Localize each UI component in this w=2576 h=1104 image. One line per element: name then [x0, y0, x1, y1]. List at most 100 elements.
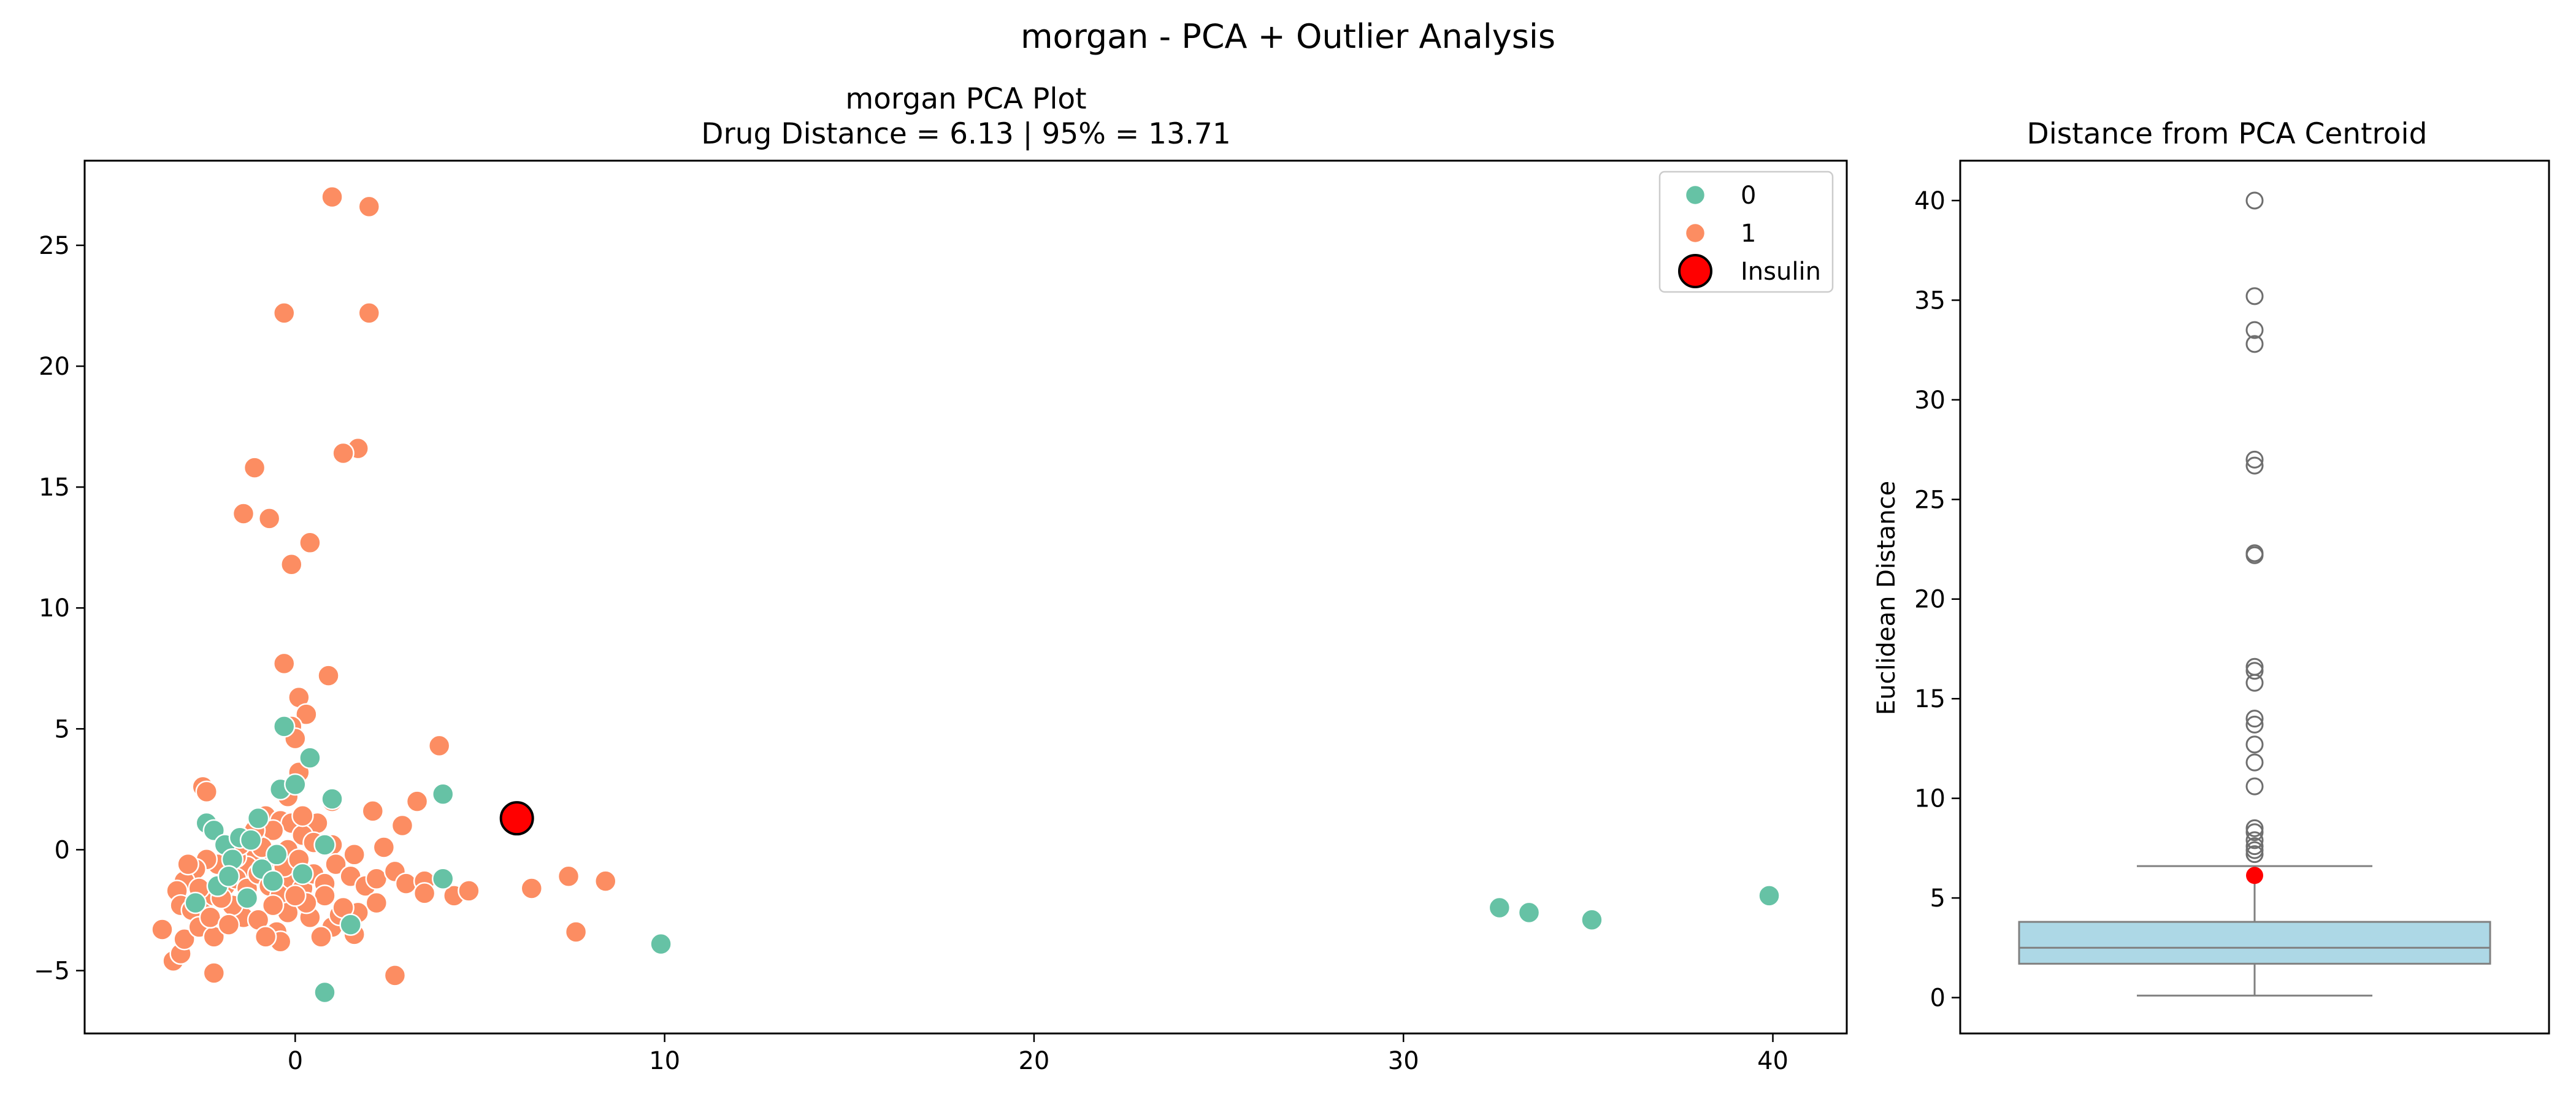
scatter-point-class-1: [261, 894, 285, 917]
box-y-tick-label: 5: [1930, 884, 1945, 913]
outlier-point: [2245, 823, 2264, 841]
scatter-point-class-1: [202, 962, 226, 984]
box-axis-ticks: 0 5 10 15 20 25 30 35 40: [1914, 187, 1960, 1013]
scatter-axis-ticks: 0 10 20 30 40 −5 0 5 10 15 20 25: [34, 232, 1788, 1075]
scatter-point-class-0: [1517, 901, 1541, 924]
outlier-point: [2245, 662, 2264, 680]
scatter-point-class-1: [557, 865, 580, 888]
outlier-point: [2245, 715, 2264, 734]
box-ylabel: Euclidean Distance: [1873, 481, 1901, 715]
scatter-point-class-1: [321, 185, 343, 209]
scatter-point-class-1: [413, 882, 436, 905]
scatter-point-class-1: [151, 918, 174, 941]
scatter-point-class-0: [431, 867, 454, 890]
scatter-point-class-1: [217, 913, 240, 936]
outlier-point: [2245, 456, 2264, 475]
box-marks: [2018, 191, 2491, 997]
scatter-point-class-1: [232, 502, 255, 525]
y-tick-label: 10: [39, 594, 70, 623]
scatter-point-class-1: [254, 926, 277, 948]
scatter-point-class-1: [564, 921, 588, 943]
insulin-point: [499, 801, 534, 836]
legend-label: 0: [1741, 182, 1756, 210]
box-y-tick-label: 40: [1914, 187, 1945, 215]
drug-distance-point: [2246, 867, 2263, 884]
outlier-point: [2245, 321, 2264, 339]
scatter-point-class-1: [358, 302, 381, 324]
scatter-point-class-0: [1758, 884, 1781, 907]
box-y-tick-label: 35: [1914, 286, 1945, 315]
scatter-point-class-1: [405, 790, 429, 813]
x-tick-label: 30: [1388, 1047, 1419, 1075]
scatter-point-class-1: [295, 703, 318, 726]
x-tick-label: 0: [288, 1047, 303, 1075]
scatter-point-class-0: [217, 865, 240, 888]
x-tick-label: 20: [1018, 1047, 1049, 1075]
legend-marker-insulin: [1678, 254, 1712, 288]
y-tick-label: 5: [55, 715, 70, 743]
box-y-tick-label: 15: [1914, 685, 1945, 713]
scatter-point-class-1: [272, 302, 296, 324]
legend-label: Insulin: [1741, 258, 1821, 286]
scatter-point-class-1: [299, 531, 321, 554]
outlier-point: [2245, 450, 2264, 469]
scatter-point-class-0: [313, 834, 336, 856]
scatter-point-class-1: [365, 891, 388, 914]
scatter-point-class-1: [280, 553, 303, 576]
scatter-point-class-1: [324, 853, 347, 876]
scatter-point-class-0: [247, 807, 270, 830]
figure-suptitle: morgan - PCA + Outlier Analysis: [1021, 17, 1555, 56]
outlier-point: [2245, 837, 2264, 856]
scatter-point-class-0: [650, 932, 672, 956]
scatter-point-class-0: [265, 843, 288, 866]
y-tick-label: 15: [39, 473, 70, 502]
box-y-tick-label: 0: [1930, 984, 1945, 1013]
iqr-box: [2018, 921, 2491, 965]
legend-label: 1: [1741, 220, 1756, 248]
pca-scatter-plot: morgan PCA Plot Drug Distance = 6.13 | 9…: [34, 82, 1848, 1075]
scatter-point-class-1: [332, 442, 355, 465]
scatter-point-class-0: [239, 829, 263, 851]
scatter-point-class-1: [361, 800, 385, 822]
outlier-point: [2245, 841, 2264, 859]
x-tick-label: 40: [1757, 1047, 1788, 1075]
scatter-point-class-0: [339, 913, 362, 936]
y-tick-label: 20: [39, 353, 70, 381]
scatter-point-class-0: [321, 788, 343, 810]
scatter-point-class-1: [195, 780, 218, 803]
scatter-point-class-1: [272, 652, 296, 675]
scatter-point-class-1: [317, 664, 340, 687]
scatter-point-class-0: [261, 870, 285, 892]
scatter-point-class-1: [594, 870, 617, 892]
scatter-point-class-1: [284, 884, 307, 907]
distance-box-plot: Distance from PCA Centroid Euclidean Dis…: [1873, 117, 2550, 1035]
scatter-point-class-1: [243, 456, 266, 479]
scatter-title-line2: Drug Distance = 6.13 | 95% = 13.71: [701, 117, 1231, 151]
scatter-legend: 0 1 Insulin: [1658, 171, 1834, 293]
scatter-point-class-1: [458, 880, 480, 902]
scatter-point-class-0: [313, 981, 336, 1004]
box-y-tick-label: 25: [1914, 486, 1945, 514]
scatter-point-class-1: [291, 804, 314, 827]
scatter-point-class-0: [291, 862, 314, 886]
outlier-point: [2245, 819, 2264, 837]
box-plot-frame: [1959, 159, 2550, 1035]
scatter-point-class-0: [236, 887, 259, 910]
scatter-point-class-1: [520, 877, 543, 900]
scatter-point-class-0: [184, 891, 207, 914]
scatter-point-class-1: [173, 928, 196, 951]
scatter-point-class-1: [383, 964, 407, 987]
y-tick-label: −5: [34, 957, 70, 986]
box-y-tick-label: 10: [1914, 785, 1945, 813]
x-tick-label: 10: [649, 1047, 680, 1075]
scatter-point-class-0: [1488, 896, 1511, 919]
outlier-point: [2245, 673, 2264, 692]
scatter-point-class-1: [427, 734, 451, 757]
scatter-point-class-1: [343, 843, 366, 866]
scatter-point-class-1: [177, 853, 199, 876]
box-title: Distance from PCA Centroid: [2027, 117, 2428, 151]
scatter-point-class-1: [372, 836, 396, 859]
outlier-point: [2245, 845, 2264, 864]
